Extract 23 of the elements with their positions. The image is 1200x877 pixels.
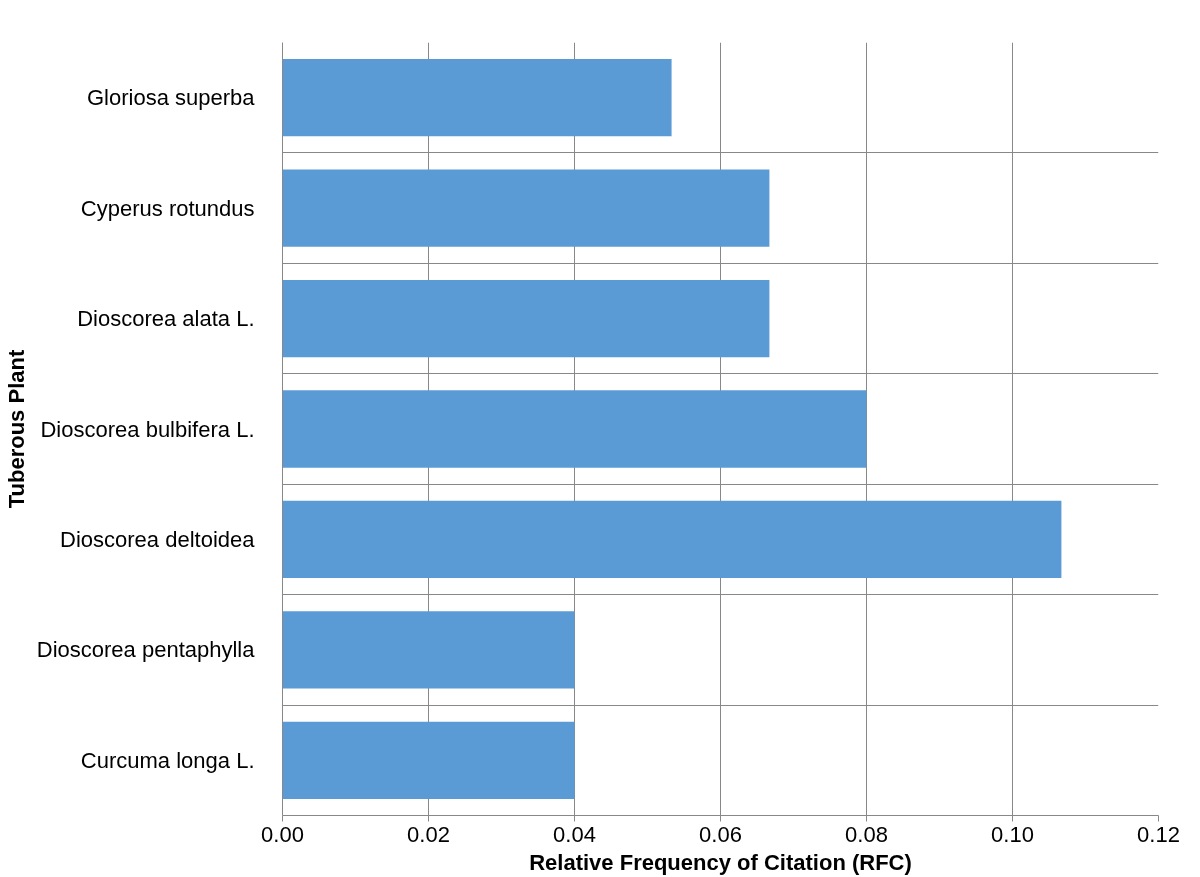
bar xyxy=(282,500,1062,579)
y-tick-label: Curcuma longa L. xyxy=(80,747,255,773)
bar xyxy=(282,169,770,247)
x-tick-label: 0.02 xyxy=(407,821,450,847)
bar xyxy=(282,611,575,689)
y-tick-label: Dioscorea alata L. xyxy=(77,306,255,332)
y-tick-label: Dioscorea pentaphylla xyxy=(36,637,256,663)
y-axis-title: Tuberous Plant xyxy=(3,349,29,509)
y-tick-label: Cyperus rotundus xyxy=(80,195,255,221)
bar xyxy=(282,279,770,358)
bar xyxy=(282,59,672,137)
bar xyxy=(282,390,867,468)
bar xyxy=(282,721,575,799)
y-tick-label: Dioscorea bulbifera L. xyxy=(40,416,255,442)
y-tick-label: Gloriosa superba xyxy=(86,85,256,111)
x-tick-label: 0.10 xyxy=(991,821,1034,847)
y-tick-label: Dioscorea deltoidea xyxy=(60,526,256,552)
x-axis-title: Relative Frequency of Citation (RFC) xyxy=(529,849,912,875)
x-tick-label: 0.00 xyxy=(261,821,304,847)
x-tick-label: 0.04 xyxy=(553,821,596,847)
x-tick-label: 0.12 xyxy=(1137,821,1180,847)
x-tick-label: 0.06 xyxy=(699,821,742,847)
x-tick-label: 0.08 xyxy=(845,821,888,847)
